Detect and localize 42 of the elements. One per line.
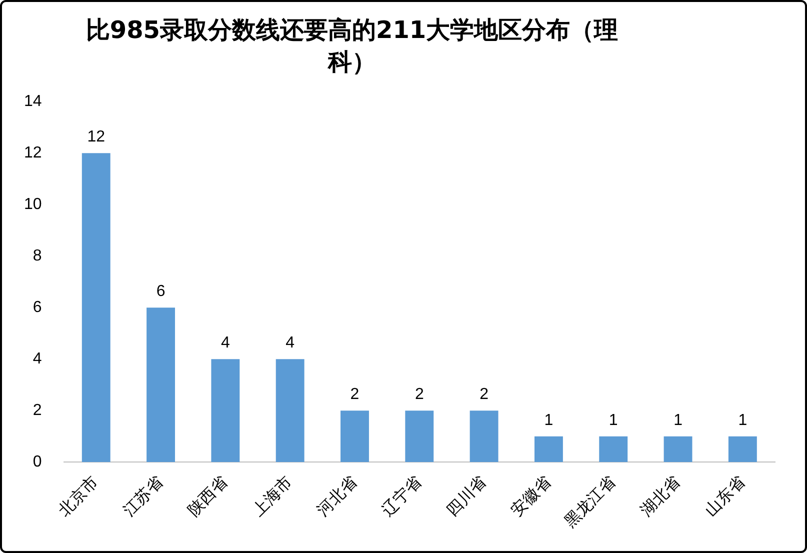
- bar: [470, 410, 498, 462]
- bar: [664, 436, 692, 462]
- data-label: 1: [608, 412, 618, 429]
- x-tick-label: 安徽省: [507, 472, 554, 520]
- x-tick-label: 四川省: [442, 472, 490, 520]
- bar: [211, 359, 240, 462]
- data-label: 1: [674, 412, 683, 429]
- x-tick-label: 黑龙江省: [560, 472, 620, 531]
- y-tick-label: 8: [32, 248, 42, 265]
- data-label: 6: [156, 283, 166, 300]
- y-tick-label: 2: [32, 402, 42, 420]
- y-tick-label: 0: [32, 454, 42, 471]
- data-label: 2: [414, 386, 424, 404]
- bar: [276, 359, 304, 462]
- bar: [146, 308, 176, 462]
- x-tick-label: 湖北省: [636, 472, 684, 520]
- x-tick-label: 河北省: [313, 472, 361, 520]
- x-tick-label: 江苏省: [119, 472, 167, 520]
- y-tick-label: 6: [32, 299, 42, 316]
- data-label: 4: [220, 334, 230, 352]
- y-tick-label: 14: [24, 93, 42, 110]
- y-tick-label: 12: [24, 144, 42, 162]
- x-tick-label: 辽宁省: [378, 472, 426, 520]
- data-label: 4: [286, 334, 295, 352]
- bar: [82, 153, 110, 462]
- y-tick-label: 4: [32, 350, 42, 368]
- chart-title: 比985录取分数线还要高的211大学地区分布（理科）: [84, 15, 620, 78]
- data-label: 1: [738, 412, 748, 429]
- data-label: 2: [350, 386, 360, 404]
- bar: [599, 436, 628, 462]
- bar: [534, 436, 563, 462]
- data-label: 12: [87, 128, 106, 146]
- x-tick-label: 北京市: [54, 472, 102, 520]
- y-tick-label: 10: [24, 196, 42, 214]
- bar: [405, 410, 434, 462]
- data-label: 2: [480, 386, 489, 404]
- data-label: 1: [544, 412, 554, 429]
- x-tick-label: 上海市: [248, 472, 296, 520]
- bar: [728, 436, 757, 462]
- x-tick-label: 山东省: [701, 472, 748, 520]
- bar: [340, 410, 369, 462]
- x-tick-label: 陕西省: [184, 472, 232, 520]
